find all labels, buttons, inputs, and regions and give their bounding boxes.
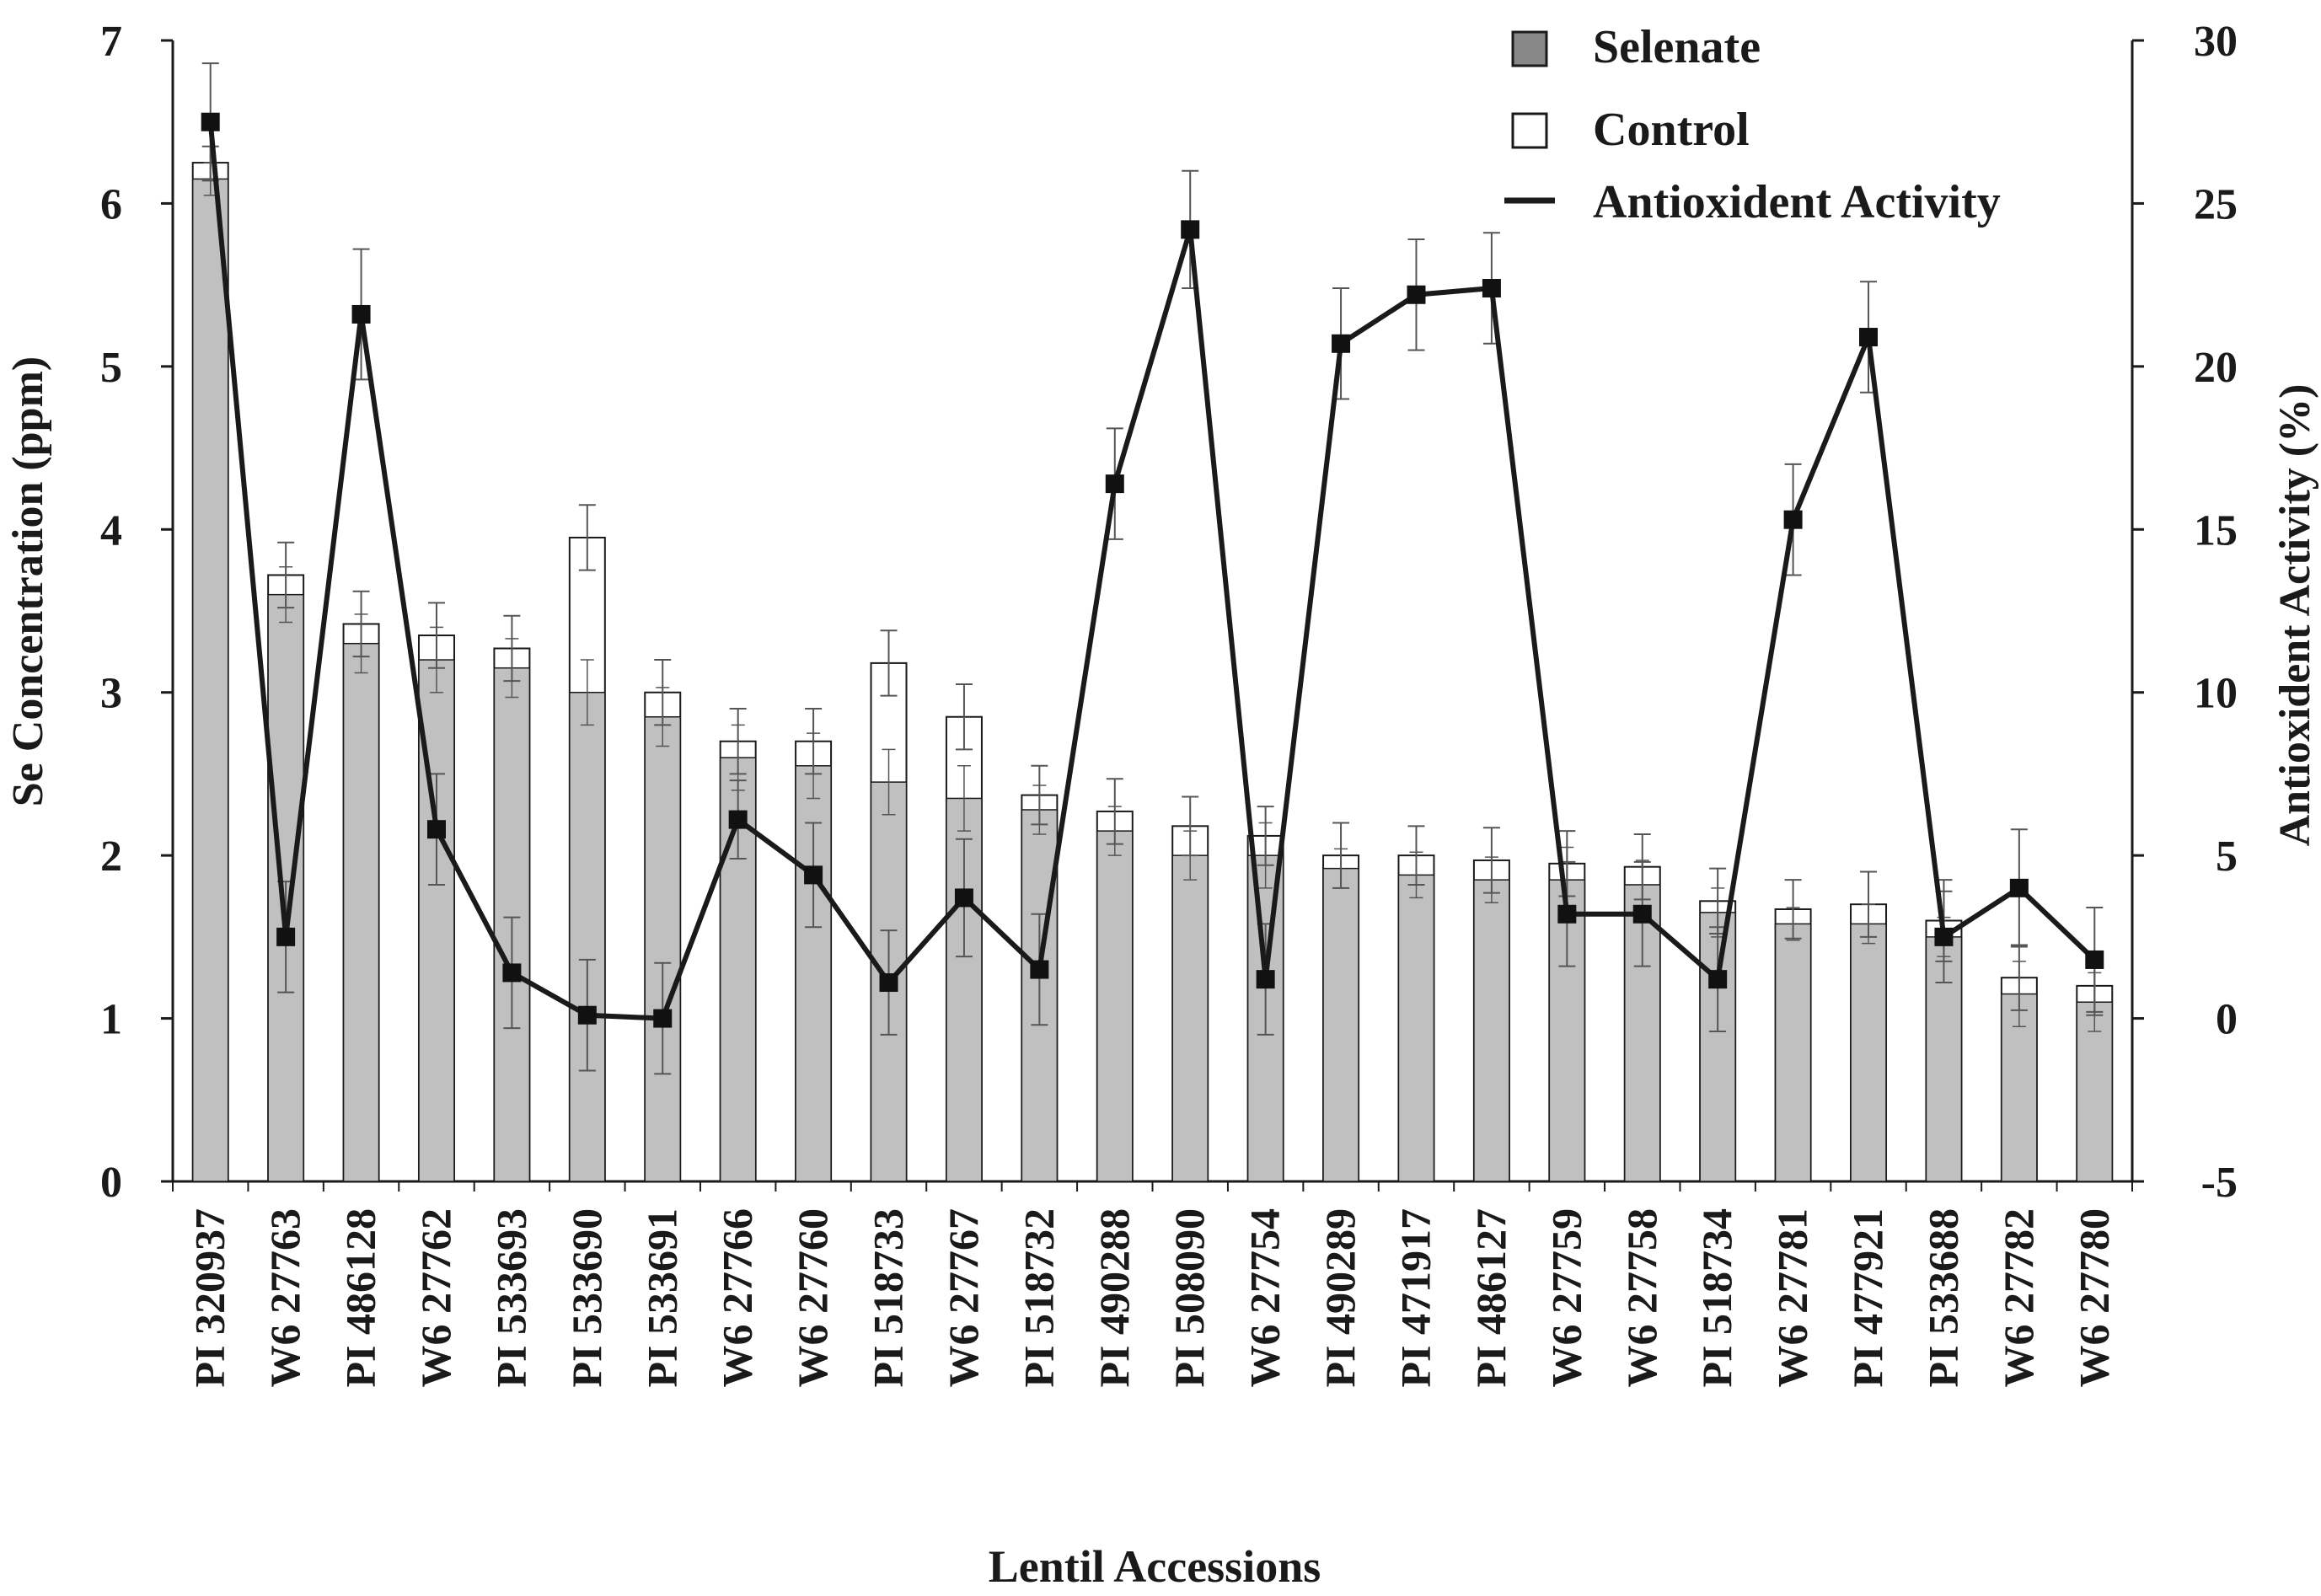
legend-label-selenate: Selenate [1593, 21, 1761, 73]
category-label: W6 27759 [1542, 1208, 1589, 1388]
category-label: PI 490288 [1091, 1208, 1138, 1388]
left-axis-ticks: 0 1 2 3 4 5 6 7 [100, 18, 173, 1207]
category-label: PI 490289 [1316, 1208, 1364, 1388]
right-axis-ticks: -5 0 5 10 15 20 25 30 [2132, 18, 2238, 1207]
category-label: PI 533691 [638, 1208, 685, 1388]
antioxidant-point [1708, 970, 1728, 989]
category-label: W6 27766 [714, 1208, 761, 1388]
category-label: W6 27763 [261, 1208, 308, 1388]
category-label: PI 508090 [1166, 1208, 1213, 1388]
antioxidant-point [954, 888, 973, 908]
legend-swatch-selenate [1511, 30, 1548, 67]
left-tick-label: 7 [100, 18, 122, 66]
category-label: PI 518733 [865, 1208, 912, 1388]
category-label: W6 27780 [2070, 1208, 2117, 1388]
antioxidant-point [1332, 334, 1351, 353]
category-labels: PI 320937 W6 27763 PI 486128 W6 27762 PI 533… [172, 1181, 2133, 1388]
error-bars [201, 145, 2104, 1032]
right-tick-label: 30 [2194, 18, 2238, 66]
right-tick-label: -5 [2201, 1159, 2238, 1207]
antioxidant-point [201, 112, 220, 131]
antioxidant-point [351, 304, 371, 324]
right-tick-label: 20 [2194, 344, 2238, 392]
x-axis-label: Lentil Accessions [989, 1541, 1321, 1592]
y-axis-label: Se Concentration (ppm) [4, 356, 52, 806]
legend-swatch-control [1511, 112, 1548, 149]
category-label: PI 533693 [487, 1208, 534, 1388]
legend-label-antioxidant: Antioxident Activity [1593, 176, 2001, 228]
left-tick-label: 0 [100, 1159, 122, 1207]
antioxidant-point [1181, 220, 1200, 239]
antioxidant-point [2085, 950, 2104, 969]
antioxidant-point [653, 1009, 673, 1028]
selenate-bar [1850, 923, 1887, 1182]
left-tick-label: 1 [100, 996, 122, 1044]
selenate-bar [1473, 879, 1510, 1182]
category-label: W6 27754 [1241, 1208, 1289, 1388]
right-tick-label: 10 [2194, 670, 2238, 718]
category-label: W6 27782 [1995, 1208, 2042, 1388]
antioxidant-point [502, 963, 522, 983]
left-tick-label: 6 [100, 180, 122, 228]
category-label: PI 518732 [1015, 1208, 1062, 1388]
antioxidant-point [1859, 328, 1879, 347]
right-tick-label: 15 [2194, 506, 2238, 554]
legend: Selenate Control Antioxident Activity [1504, 21, 2001, 228]
category-label: PI 471917 [1391, 1208, 1439, 1388]
category-label: W6 27762 [412, 1208, 459, 1388]
category-label: PI 320937 [186, 1208, 233, 1388]
selenate-bar [1397, 874, 1435, 1182]
antioxidant-point [804, 865, 823, 885]
antioxidant-point [1557, 904, 1577, 924]
selenate-bar [191, 178, 229, 1182]
right-tick-label: 25 [2194, 180, 2238, 228]
antioxidant-point [879, 973, 898, 993]
antioxidant-point [1632, 904, 1652, 924]
category-label: W6 27758 [1618, 1208, 1665, 1388]
left-tick-label: 2 [100, 833, 122, 881]
antioxidant-point [426, 820, 446, 839]
category-label: W6 27767 [940, 1208, 987, 1388]
left-tick-label: 3 [100, 670, 122, 718]
antioxidant-point [728, 810, 748, 829]
antioxidant-point [1030, 960, 1049, 979]
y2-axis-label: Antioxident Activity (%) [2271, 384, 2319, 847]
category-label: PI 486128 [337, 1208, 384, 1388]
antioxidant-point [1407, 285, 1426, 304]
selenate-bar [1096, 830, 1134, 1182]
selenate-bar [870, 781, 908, 1182]
right-tick-label: 5 [2216, 833, 2238, 881]
selenate-bar [1774, 923, 1812, 1182]
right-tick-label: 0 [2216, 996, 2238, 1044]
antioxidant-point [1105, 474, 1124, 494]
category-label: PI 518734 [1693, 1208, 1740, 1388]
selenate-bar [569, 691, 606, 1182]
antioxidant-point [577, 1005, 597, 1025]
bars [191, 162, 2114, 1183]
category-label: PI 533688 [1919, 1208, 1966, 1388]
left-tick-label: 4 [100, 506, 122, 554]
antioxidant-point [1482, 279, 1501, 298]
category-label: W6 27760 [789, 1208, 836, 1388]
category-label: PI 533690 [563, 1208, 610, 1388]
antioxidant-line-series [201, 62, 2104, 1075]
antioxidant-point [1256, 970, 1275, 989]
antioxidant-point [1934, 927, 1954, 946]
antioxidant-line [207, 121, 2097, 1021]
category-label: W6 27781 [1769, 1208, 1816, 1388]
selenate-bar [1322, 867, 1359, 1182]
antioxidant-point [2009, 878, 2029, 897]
selenate-bar [644, 715, 681, 1182]
antioxidant-point [276, 927, 296, 946]
antioxidant-point [1783, 510, 1803, 529]
selenate-bar [342, 642, 380, 1182]
selenate-bar [1171, 854, 1209, 1182]
category-label: PI 477921 [1844, 1208, 1891, 1388]
legend-label-control: Control [1593, 104, 1750, 156]
left-tick-label: 5 [100, 344, 122, 392]
category-label: PI 486127 [1467, 1208, 1514, 1388]
